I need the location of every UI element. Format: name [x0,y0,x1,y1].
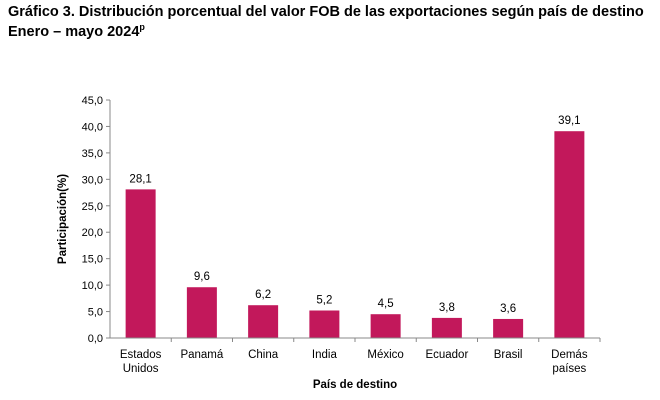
y-tick-label: 10,0 [82,280,103,292]
y-tick-label: 25,0 [82,201,103,213]
bar [370,314,401,338]
bars [125,131,585,338]
chart-title-period: Enero – mayo 2024 [8,24,140,40]
bar-value-label: 28,1 [129,173,151,185]
bar [186,287,217,338]
x-category-label: Estados [120,349,162,361]
bar-value-label: 5,2 [316,294,332,306]
bar-value-label: 3,8 [439,302,455,314]
bar [431,317,462,338]
y-tick-label: 0,0 [88,333,103,345]
bar [248,305,279,338]
value-labels: 28,1 9,6 6,2 5,2 4,5 3,8 3,6 39,1 [129,115,580,315]
y-axis-ticks: 0,0 5,0 10,0 15,0 20,0 25,0 30,0 35,0 40,0 45,0 [82,95,110,345]
y-tick-label: 30,0 [82,174,103,186]
chart-title-superscript: p [139,22,145,33]
chart-title: Gráfico 3. Distribución porcentual del v… [8,2,644,42]
bar-value-label: 6,2 [255,289,271,301]
x-category-label: India [312,349,338,361]
y-tick-label: 5,0 [88,307,103,319]
chart-title-line1: Gráfico 3. Distribución porcentual del v… [8,4,644,20]
y-tick-label: 35,0 [82,148,103,160]
bar-value-label: 39,1 [558,115,580,127]
x-category-label: China [248,349,279,361]
x-category-label: Brasil [494,349,523,361]
bar-value-label: 3,6 [500,303,516,315]
x-axis-categories: Estados Unidos Panamá China India México Ecuad… [120,338,601,375]
x-category-label: Unidos [123,363,159,375]
x-category-label: países [552,363,586,375]
x-category-label: México [367,349,403,361]
bar [554,131,585,338]
x-category-label: Demás [551,349,588,361]
bar-value-label: 4,5 [378,298,394,310]
y-tick-label: 20,0 [82,227,103,239]
bar [493,318,524,338]
bar [125,189,156,338]
y-tick-label: 40,0 [82,121,103,133]
y-tick-label: 15,0 [82,254,103,266]
y-axis-label: Participación(%) [57,174,69,264]
x-category-label: Panamá [180,349,223,361]
bar [309,310,340,338]
chart-title-line2: Enero – mayo 2024p [8,22,644,42]
x-axis-label: País de destino [313,379,397,391]
bar-value-label: 9,6 [194,271,210,283]
x-category-label: Ecuador [425,349,468,361]
y-tick-label: 45,0 [82,95,103,107]
